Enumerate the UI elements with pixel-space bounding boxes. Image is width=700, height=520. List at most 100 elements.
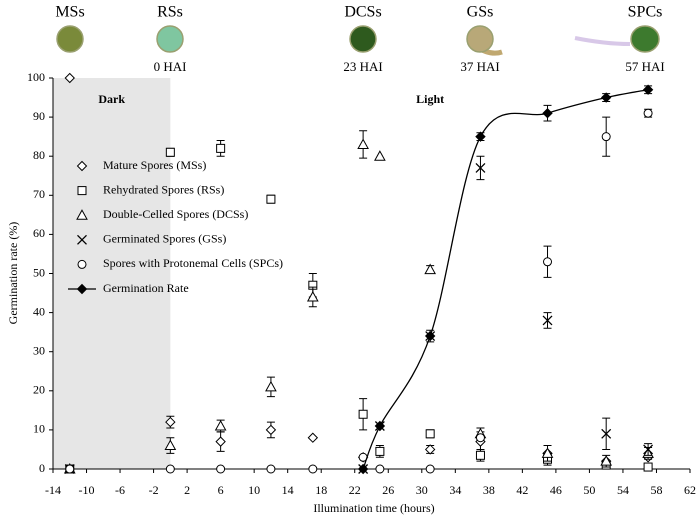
legend-label: Double-Celled Spores (DCSs) [103, 207, 248, 221]
region-label: Light [416, 92, 444, 106]
x-tick-label: 6 [218, 483, 224, 497]
x-tick-label: 46 [550, 483, 562, 497]
marker [475, 433, 485, 443]
marker [425, 464, 435, 474]
marker [357, 463, 369, 475]
stage-label: MSs [55, 4, 84, 21]
marker [541, 447, 554, 458]
y-tick-label: 50 [33, 265, 45, 279]
marker [215, 436, 226, 447]
legend-label: Spores with Protonemal Cells (SPCs) [103, 256, 283, 270]
marker [265, 380, 277, 392]
x-tick-label: 2 [184, 483, 190, 497]
marker [307, 432, 319, 443]
y-tick-label: 0 [39, 461, 45, 475]
stage-time: 23 HAI [343, 59, 382, 74]
y-tick-label: 80 [33, 148, 45, 162]
marker [375, 446, 385, 456]
legend-label: Rehydrated Spores (RSs) [103, 182, 224, 196]
stage-image [56, 25, 84, 53]
marker [76, 283, 88, 295]
x-tick-label: -14 [45, 483, 61, 497]
stage-label: DCSs [344, 4, 381, 21]
marker [76, 209, 88, 220]
marker [643, 462, 653, 472]
marker [475, 450, 485, 460]
marker [374, 420, 386, 432]
marker [64, 72, 75, 84]
marker [358, 409, 368, 419]
marker [266, 194, 276, 204]
x-tick-label: 30 [416, 483, 428, 497]
marker [266, 464, 276, 474]
x-tick-label: -6 [115, 483, 125, 497]
marker [424, 263, 437, 275]
marker [265, 424, 277, 436]
x-tick-label: 62 [684, 483, 696, 497]
marker [600, 455, 613, 466]
marker [216, 464, 226, 474]
region-label: Dark [98, 92, 125, 106]
marker [424, 330, 436, 342]
legend-label: Mature Spores (MSs) [103, 158, 206, 172]
marker [374, 150, 386, 161]
marker [165, 147, 175, 157]
marker [425, 429, 435, 439]
y-tick-label: 30 [33, 343, 45, 357]
x-tick-label: -2 [149, 483, 159, 497]
stage-time: 0 HAI [154, 59, 187, 74]
y-tick-label: 90 [33, 109, 45, 123]
x-tick-label: 34 [449, 483, 461, 497]
y-axis-title: Germination rate (%) [6, 222, 20, 325]
marker [216, 143, 226, 153]
x-tick-label: 38 [483, 483, 495, 497]
x-tick-label: 54 [617, 483, 629, 497]
marker [542, 107, 553, 119]
stage-image [349, 25, 377, 53]
marker [475, 162, 486, 173]
marker [65, 464, 75, 474]
y-tick-label: 70 [33, 187, 45, 201]
marker [357, 138, 369, 149]
stage-image [156, 25, 184, 53]
y-tick-label: 10 [33, 422, 45, 436]
stage-tail [574, 36, 631, 46]
marker [475, 131, 486, 142]
marker [77, 259, 87, 269]
series-line [362, 89, 649, 470]
marker [543, 257, 553, 267]
stage-label: SPCs [628, 4, 663, 21]
stage-label: RSs [157, 4, 183, 21]
marker [165, 464, 175, 474]
marker [165, 416, 176, 428]
marker [308, 464, 318, 474]
x-tick-label: 22 [349, 483, 361, 497]
marker [643, 108, 653, 118]
y-tick-label: 60 [33, 226, 45, 240]
marker [642, 84, 654, 95]
y-tick-label: 100 [27, 70, 45, 84]
x-tick-label: -10 [79, 483, 95, 497]
marker [164, 439, 177, 451]
shaded-region [53, 78, 171, 469]
y-tick-label: 20 [33, 383, 45, 397]
marker [375, 464, 385, 474]
marker [542, 315, 553, 326]
marker [77, 186, 87, 196]
x-tick-label: 58 [650, 483, 662, 497]
stage-label: GSs [467, 4, 494, 21]
marker [601, 132, 611, 142]
x-tick-label: 10 [248, 483, 260, 497]
x-tick-label: 26 [382, 483, 394, 497]
marker [214, 419, 227, 431]
x-tick-label: 18 [315, 483, 327, 497]
marker [424, 444, 436, 455]
legend-label: Germinated Spores (GSs) [103, 232, 226, 246]
marker [600, 92, 612, 103]
marker [77, 234, 87, 245]
x-tick-label: 50 [583, 483, 595, 497]
x-axis-title: Illumination time (hours) [313, 501, 434, 515]
marker [643, 444, 654, 455]
x-tick-label: 42 [516, 483, 528, 497]
